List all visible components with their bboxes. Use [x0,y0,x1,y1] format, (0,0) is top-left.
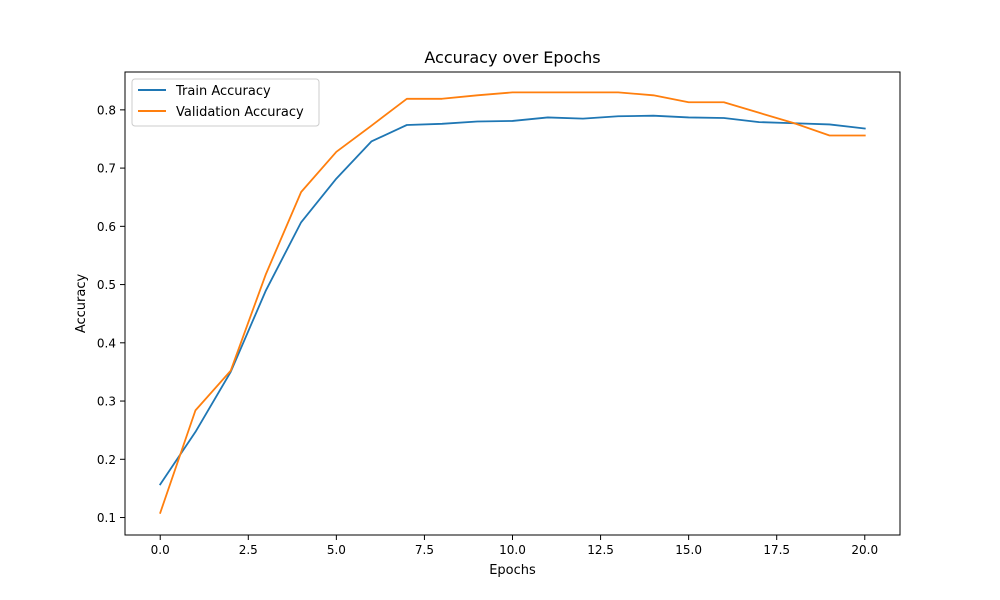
legend-box [131,78,320,127]
y-axis: 0.1 0.2 0.3 0.4 0.5 0.6 0.7 0.8 [97,103,125,525]
x-axis-label: Epochs [489,563,536,578]
x-tick-label: 17.5 [763,543,790,557]
series-line-validation-accuracy [159,91,866,515]
series-layer [158,91,866,515]
x-tick-label: 0.0 [151,543,170,557]
y-tick-label: 0.5 [97,278,116,292]
legend-label-train-accuracy: Train Accuracy [175,84,271,99]
series-line-train-accuracy [158,114,866,486]
plot-area [125,72,900,535]
x-tick-label: 10.0 [499,543,526,557]
y-axis-label: Accuracy [74,274,89,334]
legend: Train Accuracy Validation Accuracy [131,78,320,127]
chart-title: Accuracy over Epochs [424,48,600,67]
legend-label-validation-accuracy: Validation Accuracy [176,105,304,120]
x-axis: 0.0 2.5 5.0 7.5 10.0 12.5 15.0 17.5 20.0 [151,535,878,557]
y-tick-label: 0.2 [97,453,116,467]
y-tick-label: 0.8 [97,103,116,117]
x-tick-label: 2.5 [239,543,258,557]
y-tick-label: 0.6 [97,220,116,234]
x-tick-label: 7.5 [415,543,434,557]
y-tick-label: 0.7 [97,162,116,176]
y-tick-label: 0.1 [97,511,116,525]
x-tick-label: 20.0 [851,543,878,557]
y-tick-label: 0.4 [97,336,116,350]
y-tick-label: 0.3 [97,395,116,409]
x-tick-label: 15.0 [675,543,702,557]
x-tick-label: 12.5 [587,543,614,557]
x-tick-label: 5.0 [327,543,346,557]
